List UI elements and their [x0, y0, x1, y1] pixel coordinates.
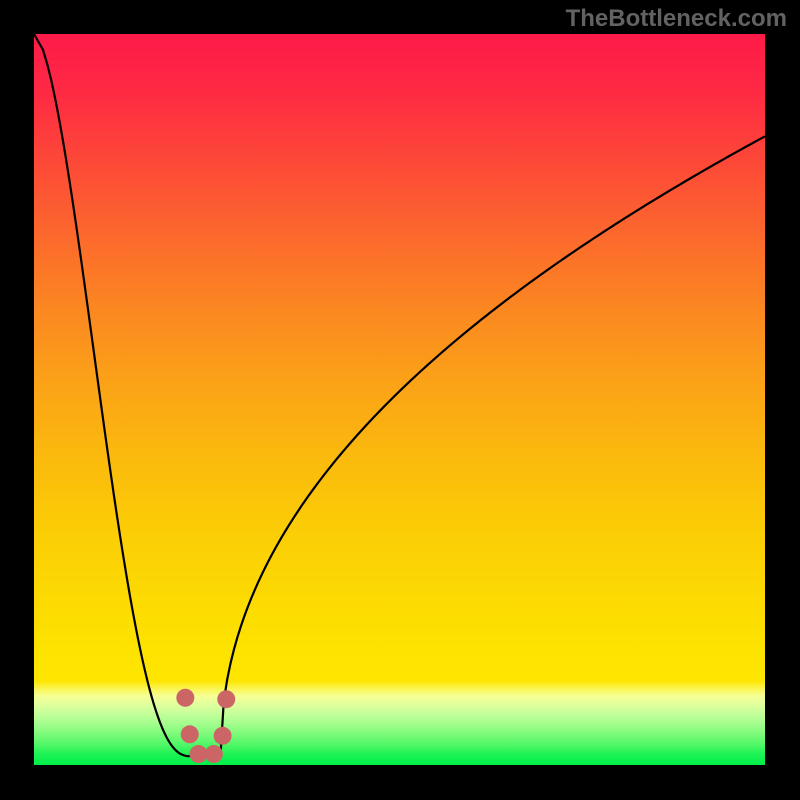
data-marker — [189, 745, 207, 763]
gradient-background — [34, 34, 765, 765]
chart-root: TheBottleneck.com — [0, 0, 800, 800]
plot-area — [34, 34, 765, 765]
curve-overlay — [34, 34, 765, 765]
data-marker — [214, 727, 232, 745]
data-marker — [205, 745, 223, 763]
data-marker — [217, 690, 235, 708]
data-marker — [181, 725, 199, 743]
watermark-text: TheBottleneck.com — [566, 5, 787, 33]
data-marker — [176, 689, 194, 707]
